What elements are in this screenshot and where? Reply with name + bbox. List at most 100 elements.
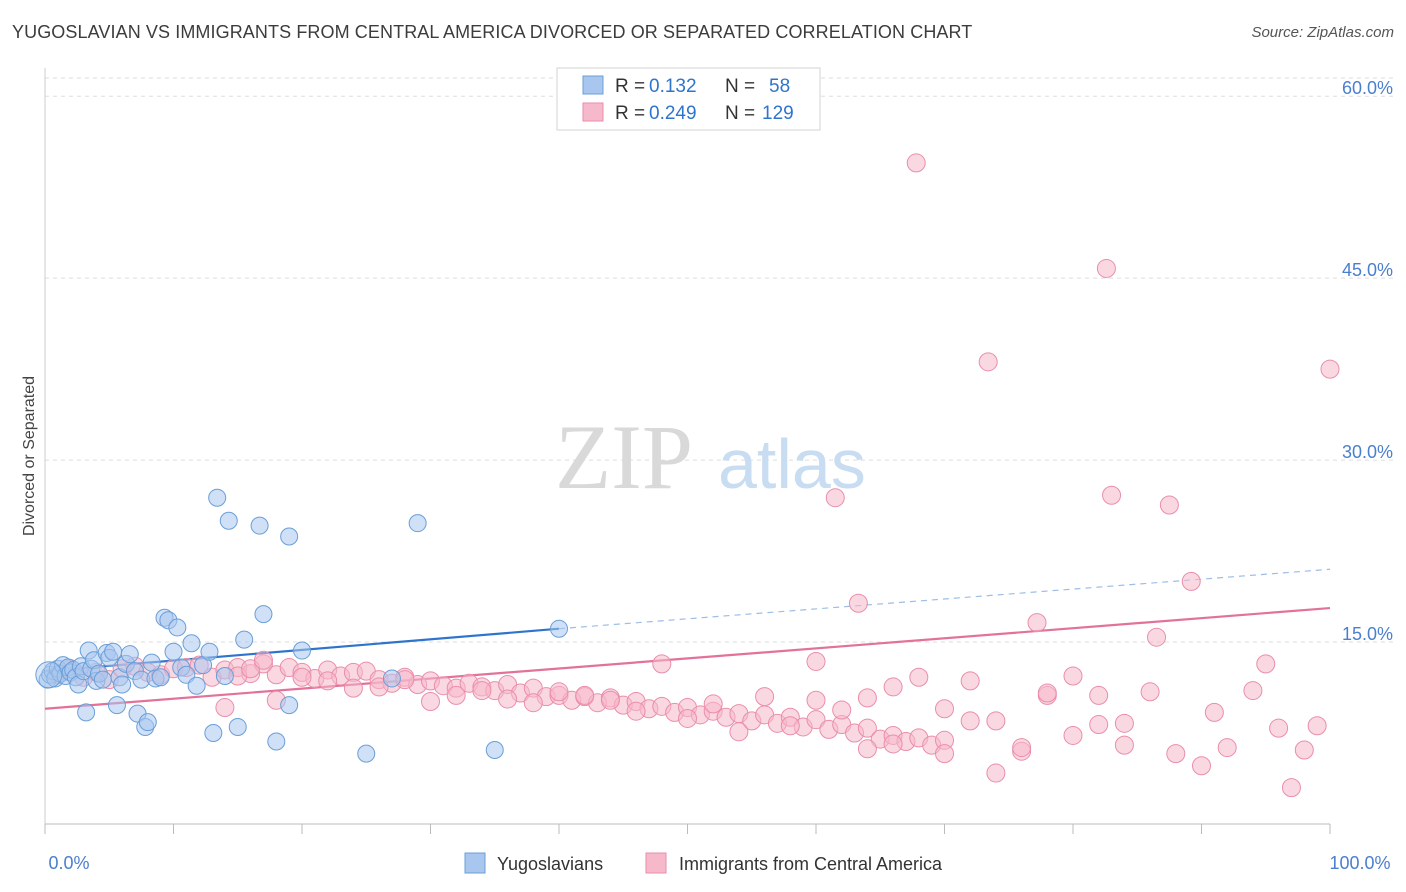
- point-central-america: [549, 682, 569, 702]
- point-central-america: [1096, 258, 1116, 278]
- point-central-america: [883, 734, 903, 754]
- point-yugoslavians: [485, 741, 504, 760]
- point-central-america: [960, 711, 980, 731]
- point-yugoslavians: [235, 630, 254, 649]
- point-central-america: [1307, 716, 1327, 736]
- x-tick-label-min: 0.0%: [48, 853, 89, 873]
- point-central-america: [575, 685, 595, 705]
- point-central-america: [986, 763, 1006, 783]
- point-central-america: [825, 488, 845, 508]
- point-yugoslavians: [293, 641, 311, 660]
- point-central-america: [960, 671, 980, 691]
- point-central-america: [857, 718, 877, 738]
- point-yugoslavians: [254, 605, 273, 624]
- point-central-america: [1294, 740, 1314, 760]
- y-tick-label: 15.0%: [1342, 624, 1393, 644]
- stats-pink-r-value: 0.249: [649, 103, 697, 124]
- point-yugoslavians: [382, 669, 401, 688]
- stats-pink-r-label: R =: [615, 103, 645, 124]
- point-central-america: [1166, 744, 1186, 764]
- point-central-america: [1147, 627, 1167, 647]
- stats-pink-n-label: N =: [725, 103, 755, 124]
- y-tick-label: 45.0%: [1342, 260, 1393, 280]
- point-central-america: [1181, 571, 1201, 591]
- point-yugoslavians: [280, 696, 299, 715]
- stats-blue-n-value: 58: [769, 76, 790, 97]
- watermark: ZIP atlas: [555, 406, 866, 508]
- stats-blue-swatch: [582, 75, 604, 95]
- point-central-america: [652, 654, 672, 674]
- point-yugoslavians: [93, 670, 112, 689]
- point-yugoslavians: [104, 642, 123, 661]
- point-central-america: [883, 677, 903, 697]
- point-central-america: [343, 678, 363, 698]
- point-central-america: [1063, 666, 1083, 686]
- y-tick-label: 60.0%: [1342, 78, 1393, 98]
- legend-yugoslavians-label: Yugoslavians: [497, 854, 603, 874]
- point-central-america: [729, 722, 749, 742]
- point-central-america: [1159, 495, 1179, 515]
- bottom-legend: Yugoslavians Immigrants from Central Ame…: [464, 852, 943, 874]
- point-central-america: [806, 690, 826, 710]
- stats-pink-swatch: [582, 102, 604, 122]
- point-central-america: [498, 689, 518, 709]
- point-yugoslavians: [550, 619, 568, 638]
- legend-yugoslavians-swatch: [464, 852, 486, 874]
- point-central-america: [978, 352, 998, 372]
- point-yugoslavians: [151, 668, 170, 687]
- point-central-america: [857, 739, 877, 759]
- point-central-america: [1320, 359, 1340, 379]
- stats-blue-n-label: N =: [725, 76, 755, 97]
- gridlines: [45, 77, 1395, 643]
- point-yugoslavians: [228, 717, 247, 736]
- point-central-america: [1140, 682, 1160, 702]
- point-central-america: [1037, 683, 1057, 703]
- point-yugoslavians: [280, 527, 299, 546]
- point-central-america: [755, 687, 775, 707]
- stats-blue-r-label: R =: [615, 76, 645, 97]
- point-yugoslavians: [77, 703, 96, 722]
- watermark-atlas: atlas: [718, 425, 866, 503]
- point-yugoslavians: [182, 634, 201, 653]
- point-central-america: [369, 677, 389, 697]
- point-central-america: [446, 685, 466, 705]
- point-central-america: [935, 744, 954, 764]
- stats-legend: R = 0.132 N = 58 R = 0.249 N = 129: [556, 67, 821, 131]
- point-yugoslavians: [208, 488, 227, 507]
- point-central-america: [906, 153, 926, 173]
- point-yugoslavians: [120, 645, 139, 664]
- stats-blue-r-value: 0.132: [649, 76, 697, 97]
- point-yugoslavians: [187, 676, 206, 695]
- x-tick-label-max: 100.0%: [1329, 853, 1390, 873]
- point-central-america: [523, 693, 543, 713]
- point-central-america: [1243, 681, 1263, 701]
- chart-title: YUGOSLAVIAN VS IMMIGRANTS FROM CENTRAL A…: [12, 22, 973, 42]
- point-central-america: [703, 694, 723, 714]
- point-central-america: [986, 711, 1006, 731]
- point-central-america: [1256, 654, 1276, 674]
- trend-yugoslavians-extension: [558, 568, 1331, 630]
- point-yugoslavians: [267, 732, 286, 751]
- point-yugoslavians: [168, 618, 187, 637]
- y-tick-label: 30.0%: [1342, 442, 1393, 462]
- point-central-america: [421, 691, 440, 711]
- point-central-america: [1114, 713, 1134, 733]
- trend-central-america: [44, 606, 1331, 710]
- y-axis-label: Divorced or Separated: [21, 376, 38, 536]
- x-tick-labels: 0.0% 100.0%: [48, 853, 1390, 873]
- point-yugoslavians-cluster: [35, 661, 63, 689]
- point-yugoslavians: [219, 511, 238, 530]
- point-yugoslavians: [138, 713, 157, 732]
- point-yugoslavians: [142, 653, 161, 672]
- y-tick-labels: 15.0% 30.0% 45.0% 60.0%: [1342, 78, 1393, 644]
- point-central-america: [1102, 485, 1122, 505]
- point-central-america: [1114, 735, 1134, 755]
- point-central-america: [318, 671, 338, 691]
- point-central-america: [626, 701, 646, 721]
- point-central-america: [1012, 738, 1032, 758]
- series-central-america-points: [48, 153, 1340, 798]
- point-central-america: [215, 698, 235, 718]
- point-central-america: [1089, 685, 1109, 705]
- point-yugoslavians: [250, 516, 269, 535]
